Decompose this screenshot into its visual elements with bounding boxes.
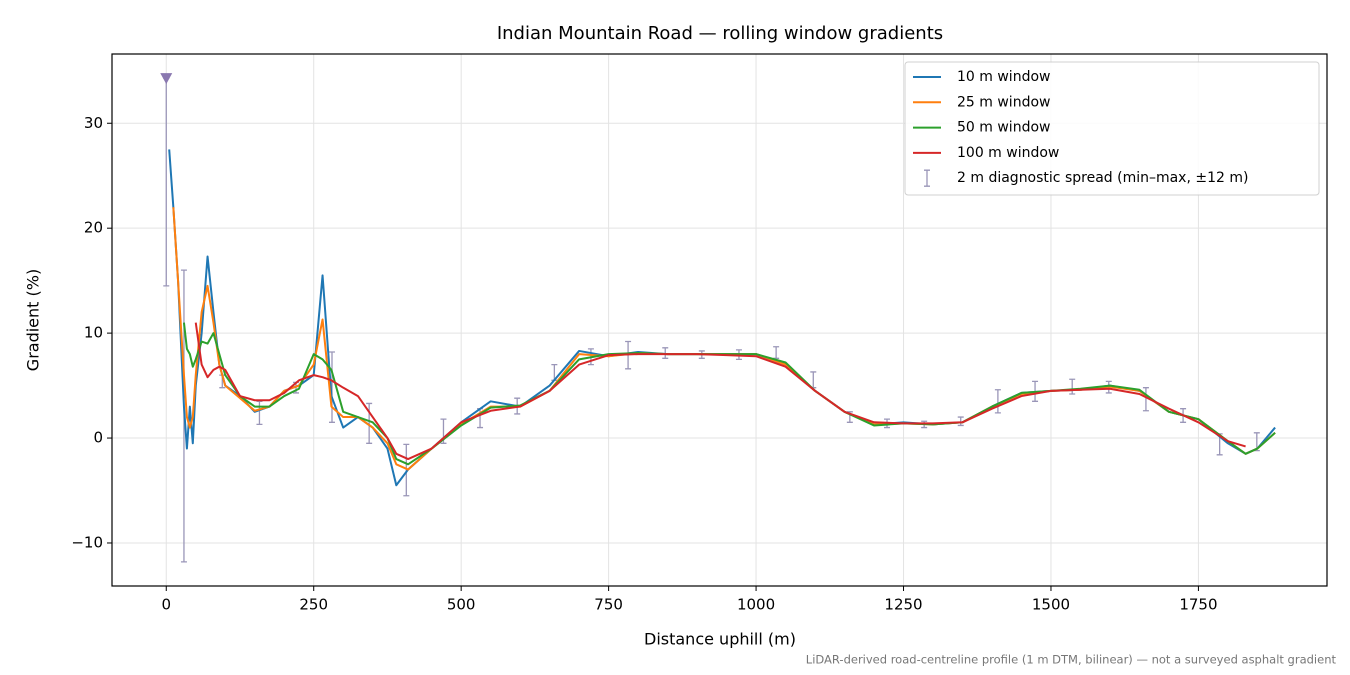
error-bar bbox=[256, 400, 263, 426]
series-line bbox=[172, 207, 1276, 471]
legend-label: 100 m window bbox=[957, 145, 1059, 161]
x-axis-label: Distance uphill (m) bbox=[644, 630, 796, 649]
legend-label: 50 m window bbox=[957, 120, 1050, 136]
x-tick-label: 750 bbox=[594, 596, 623, 614]
legend-label: 10 m window bbox=[957, 69, 1050, 85]
y-tick-label: 10 bbox=[84, 324, 103, 342]
x-tick-label: 500 bbox=[447, 596, 476, 614]
error-bar bbox=[810, 371, 817, 389]
y-tick-label: 20 bbox=[84, 219, 103, 237]
marker bbox=[160, 73, 173, 85]
series-line bbox=[194, 322, 1246, 461]
x-tick-label: 1500 bbox=[1032, 596, 1070, 614]
x-tick-label: 1250 bbox=[884, 596, 922, 614]
error-bar bbox=[994, 389, 1001, 414]
error-bar bbox=[1069, 378, 1076, 395]
plot-area bbox=[160, 73, 1276, 563]
error-bar bbox=[957, 416, 964, 427]
y-tick-label: 0 bbox=[93, 429, 103, 447]
y-axis-label: Gradient (%) bbox=[24, 269, 43, 371]
legend-box bbox=[904, 61, 1320, 196]
footnote: LiDAR-derived road-centreline profile (1… bbox=[806, 653, 1337, 667]
x-tick-label: 250 bbox=[299, 596, 328, 614]
legend-swatch bbox=[924, 169, 930, 187]
legend-label: 25 m window bbox=[957, 94, 1050, 110]
error-bar bbox=[328, 351, 335, 423]
series-line bbox=[168, 149, 1276, 487]
x-tick-label: 1000 bbox=[737, 596, 775, 614]
error-bar bbox=[366, 402, 373, 444]
error-bar bbox=[163, 77, 170, 287]
plot-frame bbox=[111, 53, 1328, 587]
chart-title: Indian Mountain Road — rolling window gr… bbox=[497, 23, 943, 44]
y-tick-label: 30 bbox=[84, 114, 103, 132]
error-bar bbox=[1142, 387, 1149, 412]
error-bar bbox=[403, 443, 410, 497]
error-bar bbox=[773, 346, 780, 359]
y-tick-label: −10 bbox=[71, 533, 103, 551]
x-tick-label: 1750 bbox=[1179, 596, 1217, 614]
x-tick-label: 0 bbox=[161, 596, 171, 614]
legend-label: 2 m diagnostic spread (min–max, ±12 m) bbox=[957, 170, 1248, 186]
